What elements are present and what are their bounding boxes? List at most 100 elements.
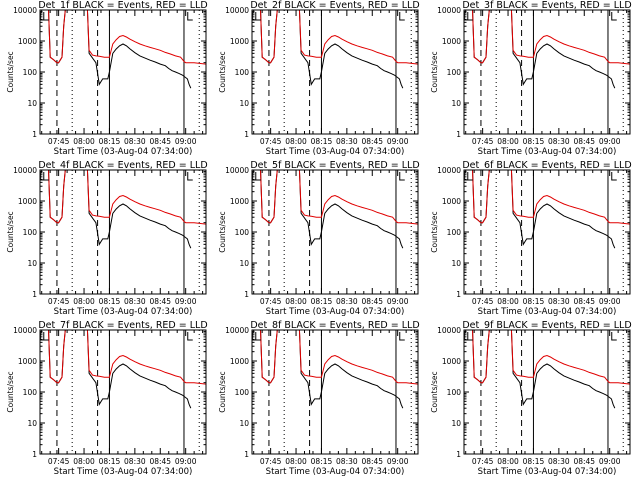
ytick-label: 10 xyxy=(239,259,249,268)
x-axis-label: Start Time (03-Aug-04 07:34:00) xyxy=(478,147,617,157)
y-axis-label: Counts/sec xyxy=(430,371,439,412)
xtick-label: 08:00 xyxy=(285,457,307,466)
xtick-label: 08:45 xyxy=(573,137,595,146)
saa-marker xyxy=(399,172,405,181)
panel-title: Det_7f BLACK = Events, RED = LLD xyxy=(38,320,207,331)
ytick-label: 10 xyxy=(27,259,37,268)
xtick-label: 07:45 xyxy=(260,137,282,146)
xtick-label: 08:15 xyxy=(311,457,333,466)
saa-marker xyxy=(187,332,193,341)
y-axis-label: Counts/sec xyxy=(218,371,227,412)
xtick-label: 07:45 xyxy=(472,297,494,306)
series-line-lld xyxy=(472,170,630,225)
ytick-label: 1000 xyxy=(442,357,461,366)
xtick-label: 08:00 xyxy=(73,457,95,466)
ytick-label: 100 xyxy=(235,68,250,77)
saa-marker xyxy=(611,172,617,181)
saa-marker xyxy=(467,332,473,341)
panel-6: 1 10 100 1000 10000 07:45 08:00 08:15 08:30 08:45… xyxy=(430,160,632,317)
plot-frame xyxy=(463,9,631,135)
saa-marker xyxy=(255,332,261,341)
saa-marker xyxy=(187,172,193,181)
plot-frame xyxy=(251,329,419,455)
xtick-label: 08:45 xyxy=(361,137,383,146)
saa-marker xyxy=(43,12,49,21)
xtick-label: 08:00 xyxy=(497,137,519,146)
xtick-label: 08:30 xyxy=(124,297,146,306)
xtick-label: 08:30 xyxy=(336,297,358,306)
saa-marker xyxy=(43,332,49,341)
ytick-label: 10 xyxy=(451,419,461,428)
x-axis-label: Start Time (03-Aug-04 07:34:00) xyxy=(266,307,405,317)
xtick-label: 08:15 xyxy=(99,457,121,466)
y-axis-label: Counts/sec xyxy=(6,211,15,252)
panel-title: Det_8f BLACK = Events, RED = LLD xyxy=(250,320,419,331)
ytick-label: 1000 xyxy=(18,197,37,206)
saa-marker xyxy=(43,172,49,181)
ytick-label: 1000 xyxy=(230,357,249,366)
xtick-label: 08:30 xyxy=(548,297,570,306)
plot-frame xyxy=(463,329,631,455)
plot-frame xyxy=(39,329,207,455)
ytick-label: 10000 xyxy=(437,6,461,15)
ytick-label: 100 xyxy=(235,388,250,397)
ytick-label: 100 xyxy=(447,228,462,237)
ytick-label: 1 xyxy=(244,450,249,459)
panel-1: 1 10 100 1000 10000 07:45 08:00 08:15 08:30 08:45… xyxy=(6,0,208,157)
xtick-label: 08:30 xyxy=(548,457,570,466)
ytick-label: 10000 xyxy=(225,6,249,15)
xtick-label: 08:45 xyxy=(149,137,171,146)
ytick-label: 10000 xyxy=(13,6,37,15)
ytick-label: 100 xyxy=(23,228,38,237)
xtick-label: 09:00 xyxy=(175,457,197,466)
xtick-label: 07:45 xyxy=(260,297,282,306)
plot-frame xyxy=(39,9,207,135)
x-axis-label: Start Time (03-Aug-04 07:34:00) xyxy=(54,307,193,317)
xtick-label: 09:00 xyxy=(599,297,621,306)
panel-title: Det_6f BLACK = Events, RED = LLD xyxy=(462,160,631,171)
ytick-label: 1000 xyxy=(18,357,37,366)
series-line-lld xyxy=(472,330,630,385)
ytick-label: 10 xyxy=(451,99,461,108)
ytick-label: 100 xyxy=(23,388,38,397)
x-axis-label: Start Time (03-Aug-04 07:34:00) xyxy=(54,147,193,157)
y-axis-label: Counts/sec xyxy=(430,51,439,92)
xtick-label: 08:15 xyxy=(311,297,333,306)
panel-2: 1 10 100 1000 10000 07:45 08:00 08:15 08:30 08:45… xyxy=(218,0,420,157)
panel-title: Det_5f BLACK = Events, RED = LLD xyxy=(250,160,419,171)
ytick-label: 1 xyxy=(32,290,37,299)
panel-title: Det_2f BLACK = Events, RED = LLD xyxy=(250,0,419,11)
xtick-label: 08:30 xyxy=(336,137,358,146)
xtick-label: 08:45 xyxy=(361,297,383,306)
xtick-label: 07:45 xyxy=(260,457,282,466)
y-axis-label: Counts/sec xyxy=(430,211,439,252)
plot-frame xyxy=(463,169,631,295)
ytick-label: 10 xyxy=(239,419,249,428)
xtick-label: 08:00 xyxy=(73,137,95,146)
xtick-label: 08:45 xyxy=(573,297,595,306)
xtick-label: 09:00 xyxy=(599,457,621,466)
y-axis-label: Counts/sec xyxy=(6,371,15,412)
xtick-label: 09:00 xyxy=(387,137,409,146)
xtick-label: 08:45 xyxy=(573,457,595,466)
saa-marker xyxy=(255,12,261,21)
xtick-label: 08:00 xyxy=(73,297,95,306)
xtick-label: 07:45 xyxy=(472,137,494,146)
panel-title: Det_3f BLACK = Events, RED = LLD xyxy=(462,0,631,11)
saa-marker xyxy=(399,12,405,21)
x-axis-label: Start Time (03-Aug-04 07:34:00) xyxy=(266,147,405,157)
saa-marker xyxy=(611,332,617,341)
ytick-label: 1 xyxy=(456,290,461,299)
ytick-label: 10000 xyxy=(437,166,461,175)
ytick-label: 100 xyxy=(447,68,462,77)
ytick-label: 100 xyxy=(235,228,250,237)
xtick-label: 08:45 xyxy=(361,457,383,466)
ytick-label: 1 xyxy=(456,130,461,139)
xtick-label: 07:45 xyxy=(48,137,70,146)
xtick-label: 08:45 xyxy=(149,297,171,306)
xtick-label: 09:00 xyxy=(387,297,409,306)
xtick-label: 08:00 xyxy=(497,297,519,306)
y-axis-label: Counts/sec xyxy=(218,211,227,252)
ytick-label: 1000 xyxy=(442,37,461,46)
